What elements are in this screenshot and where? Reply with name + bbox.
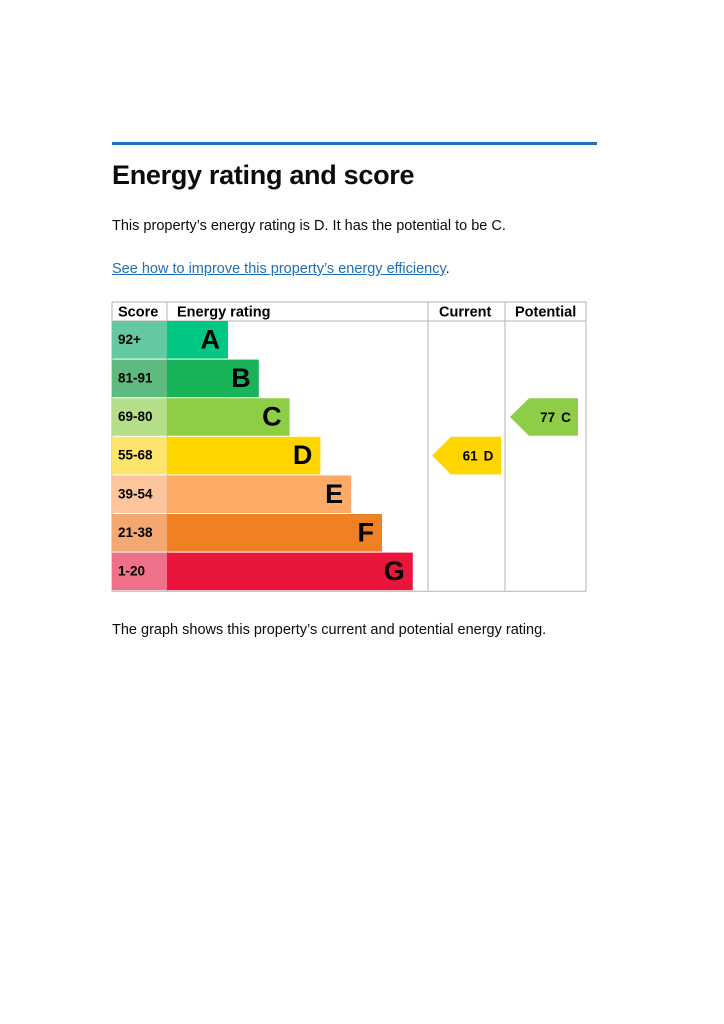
current-score: 61	[463, 448, 479, 463]
score-cell	[112, 359, 167, 398]
link-paragraph: See how to improve this property’s energ…	[112, 261, 450, 277]
column-header: Potential	[515, 304, 576, 320]
potential-arrow	[510, 398, 578, 436]
improve-link[interactable]: See how to improve this property’s energ…	[112, 261, 446, 277]
score-cell	[112, 321, 167, 359]
potential-letter: C	[561, 410, 571, 425]
rating-bar	[167, 321, 228, 359]
score-range: 21-38	[118, 525, 153, 540]
rating-letter: D	[293, 440, 313, 470]
score-cell	[112, 514, 167, 552]
potential-label: 77 C	[540, 410, 571, 425]
column-header: Score	[118, 304, 158, 320]
current-arrow	[432, 436, 501, 475]
score-range: 1-20	[118, 563, 145, 578]
link-suffix: .	[445, 261, 450, 277]
rating-letter: C	[262, 402, 282, 432]
score-range: 69-80	[118, 409, 153, 424]
potential-score: 77	[540, 410, 555, 425]
rating-letter: E	[325, 479, 343, 509]
current-label: 61 D	[463, 448, 494, 463]
intro-text: This property’s energy rating is D. It h…	[112, 218, 506, 234]
rating-bar	[167, 475, 352, 513]
rating-bar	[167, 398, 290, 436]
footer-text: The graph shows this property’s current …	[112, 622, 547, 638]
score-cell	[112, 436, 167, 475]
score-range: 39-54	[118, 486, 153, 501]
current-letter: D	[484, 448, 494, 463]
rating-letter: F	[358, 517, 375, 547]
rating-bar	[167, 514, 382, 552]
rating-letter: B	[231, 363, 251, 393]
rating-bar	[167, 436, 321, 475]
column-header: Energy rating	[177, 304, 270, 320]
column-header: Current	[439, 304, 492, 320]
score-cell	[112, 475, 167, 513]
score-cell	[112, 398, 167, 436]
rating-bar	[167, 359, 259, 398]
rating-letter: A	[201, 324, 221, 354]
score-range: 92+	[118, 332, 141, 347]
score-range: 81-91	[118, 370, 153, 385]
section-rule	[112, 142, 597, 145]
score-cell	[112, 552, 167, 591]
score-range: 55-68	[118, 448, 153, 463]
rating-letter: G	[384, 556, 405, 586]
page-title: Energy rating and score	[112, 160, 415, 190]
rating-bar	[167, 552, 413, 591]
